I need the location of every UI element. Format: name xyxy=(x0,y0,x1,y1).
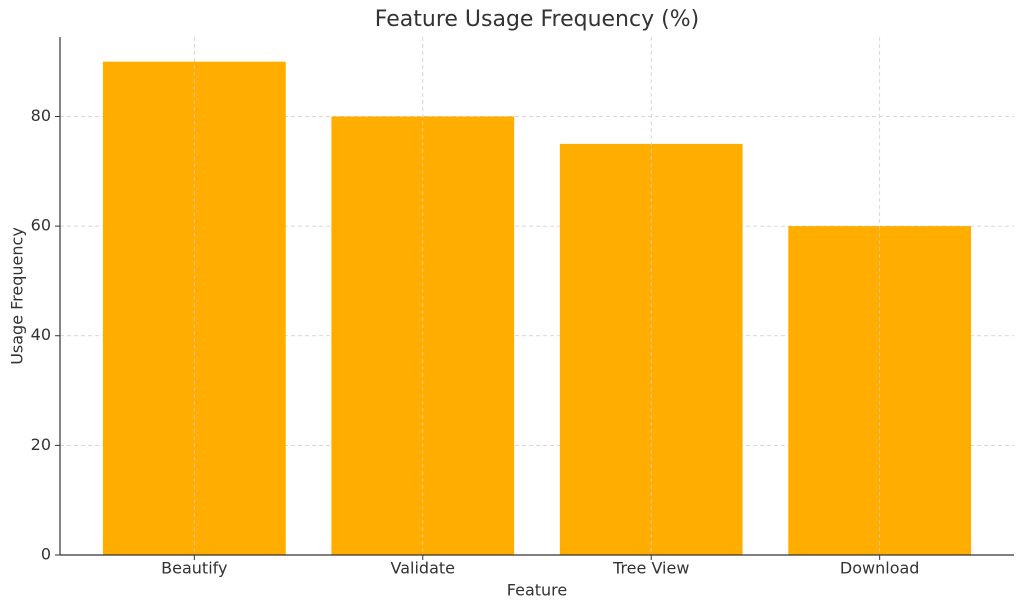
y-tick-label: 20 xyxy=(31,435,51,454)
y-tick-label: 0 xyxy=(41,545,51,564)
y-tick-label: 80 xyxy=(31,106,51,125)
x-tick-label: Tree View xyxy=(612,559,689,578)
x-axis-label: Feature xyxy=(507,581,567,600)
x-tick-label: Beautify xyxy=(161,559,227,578)
x-tick-label: Validate xyxy=(391,559,455,578)
y-tick-label: 40 xyxy=(31,325,51,344)
x-tick-label: Download xyxy=(840,559,920,578)
y-axis-label: Usage Frequency xyxy=(8,227,27,365)
chart-title: Feature Usage Frequency (%) xyxy=(375,7,699,32)
y-tick-label: 60 xyxy=(31,216,51,235)
bar xyxy=(331,116,515,556)
